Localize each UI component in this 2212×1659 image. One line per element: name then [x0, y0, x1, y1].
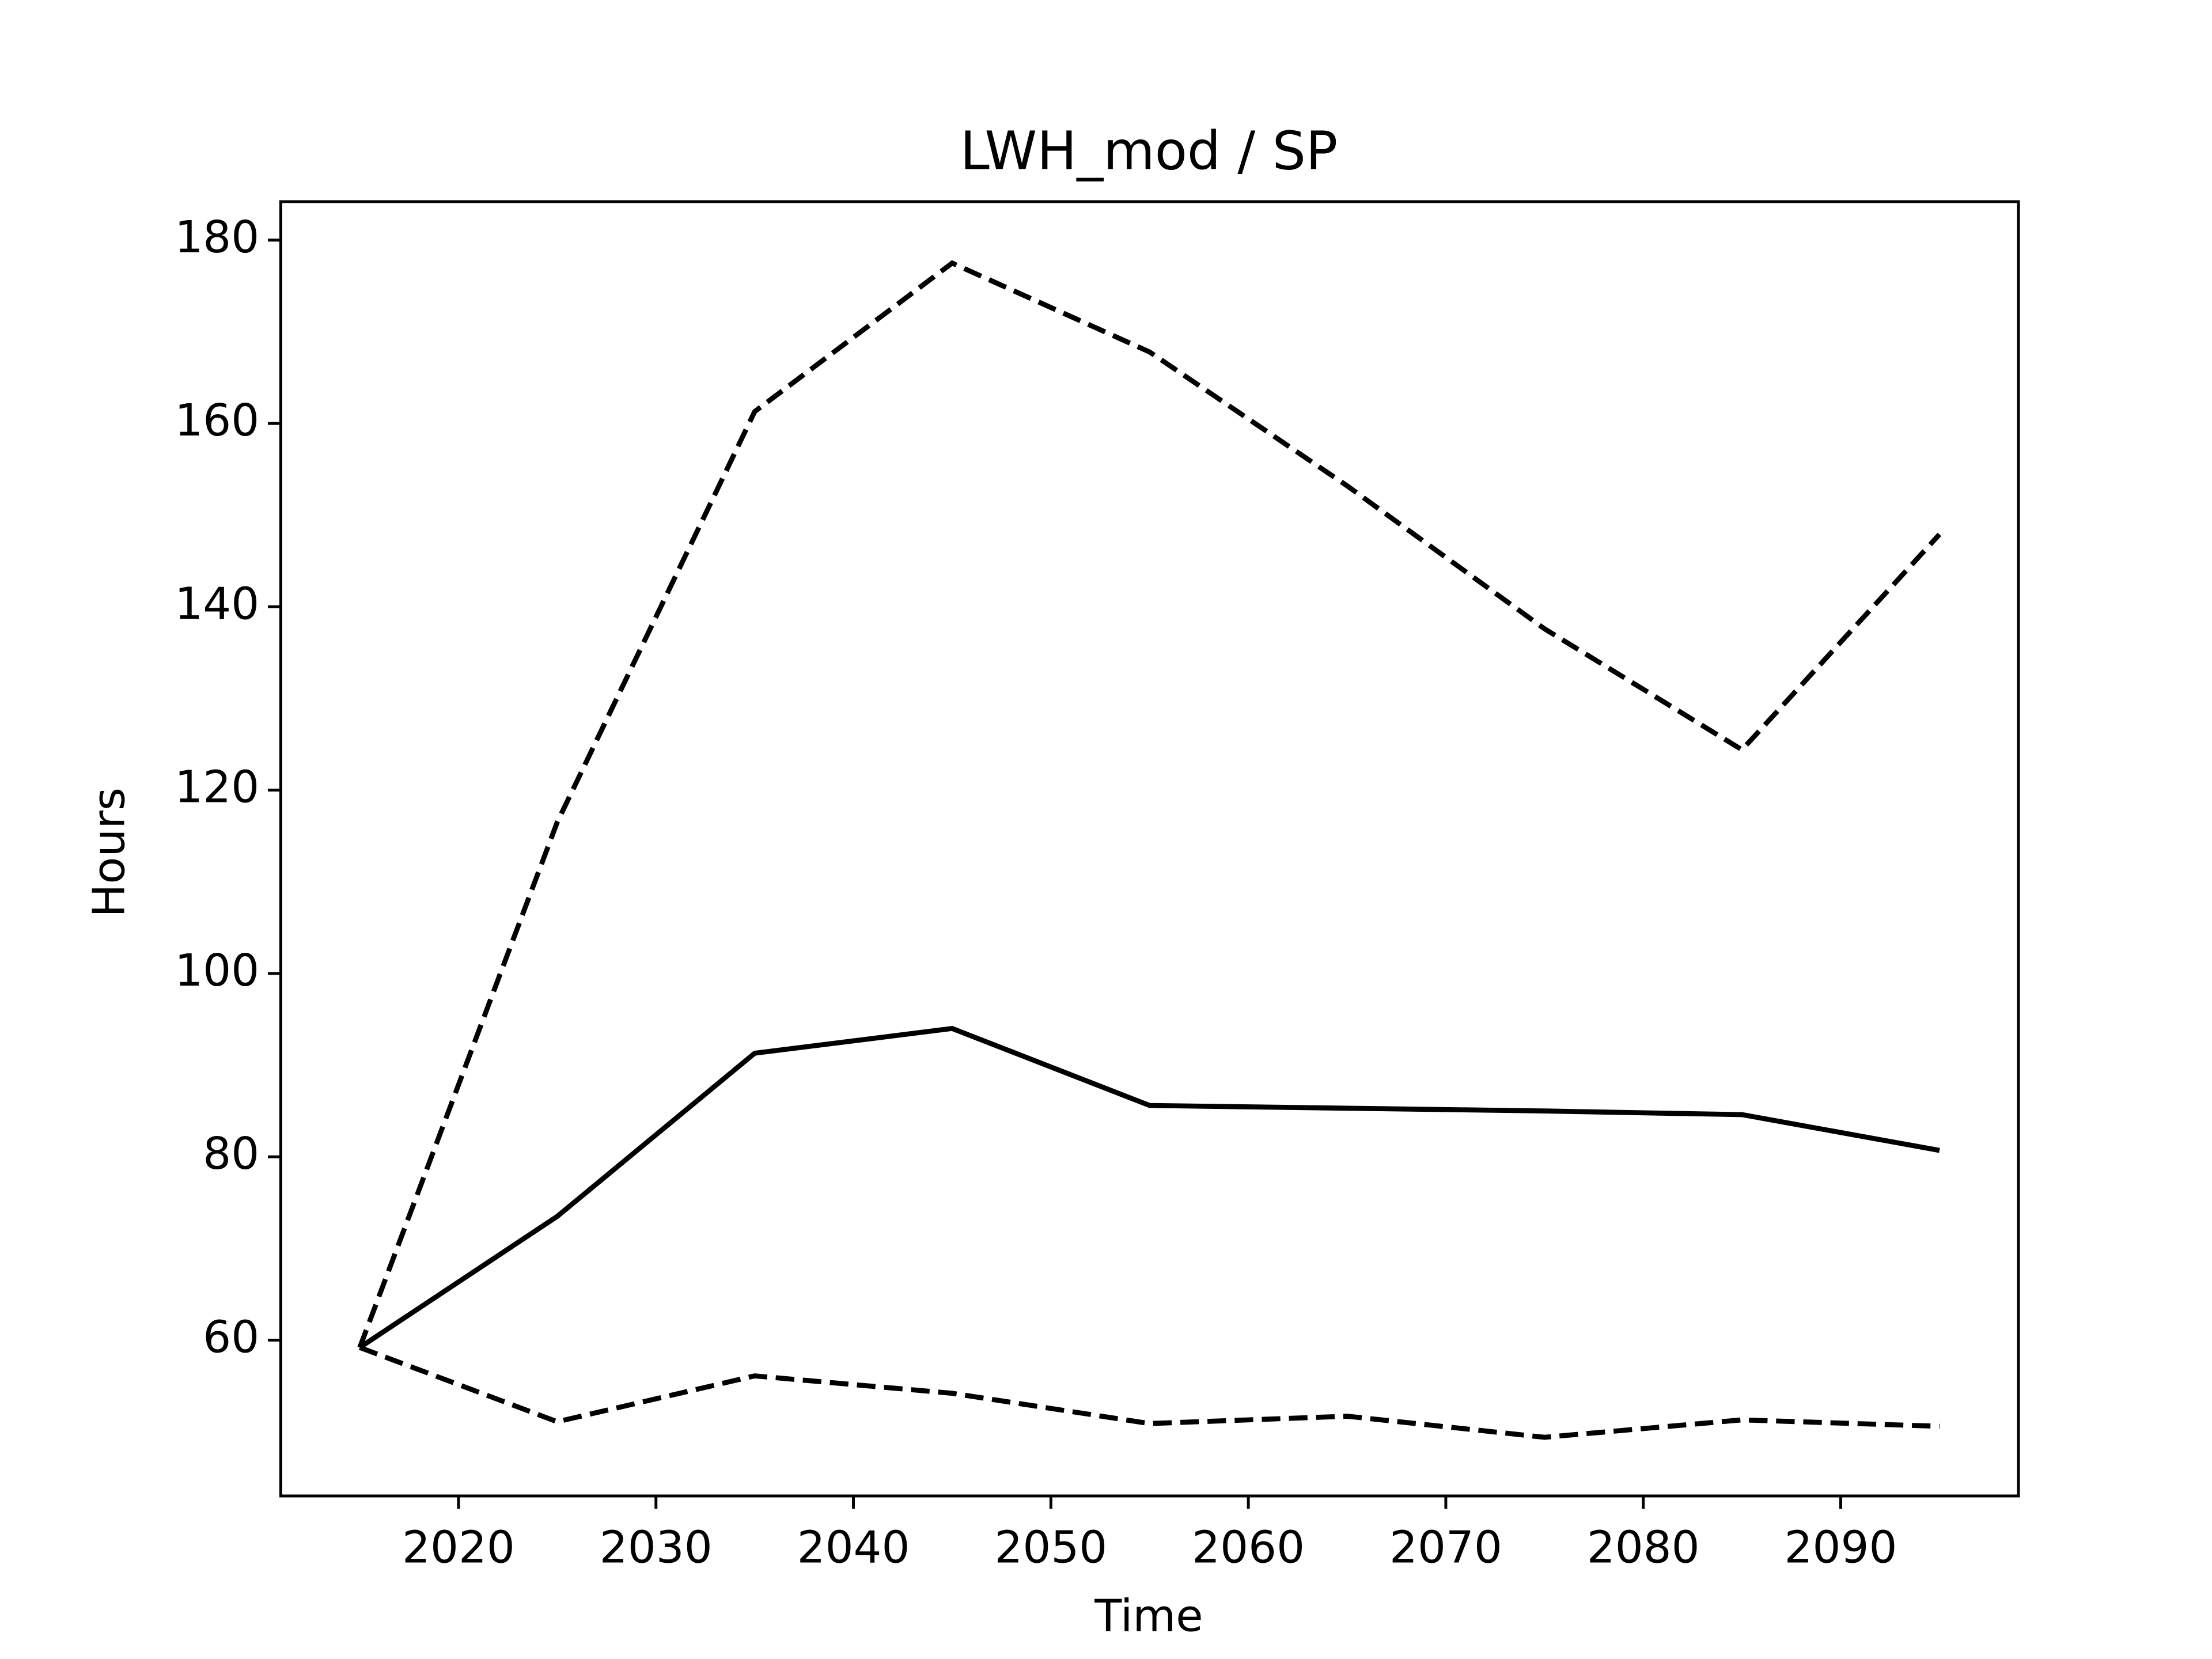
series-line — [358, 1025, 1940, 1350]
y-tick-label: 100 — [175, 945, 259, 997]
chart-title: LWH_mod / SP — [960, 120, 1338, 182]
x-tick-label: 2070 — [1389, 1522, 1502, 1573]
y-tick-label: 120 — [175, 762, 259, 813]
x-tick-label: 2020 — [402, 1522, 515, 1573]
x-tick-label: 2060 — [1192, 1522, 1305, 1573]
y-tick-label: 140 — [175, 578, 259, 630]
y-tick-label: 80 — [203, 1128, 259, 1180]
series-line — [359, 1345, 1940, 1440]
x-axis-label: Time — [1094, 1590, 1203, 1642]
y-tick-label: 180 — [175, 212, 259, 263]
x-tick-label: 2050 — [994, 1522, 1107, 1573]
x-tick-label: 2030 — [600, 1522, 713, 1573]
y-tick-label: 60 — [203, 1312, 259, 1363]
plot-frame — [279, 200, 2020, 1498]
y-tick-label: 160 — [175, 395, 259, 446]
x-tick-label: 2080 — [1587, 1522, 1700, 1573]
y-axis-label: Hours — [84, 787, 135, 917]
series-line — [357, 260, 1942, 1349]
x-tick-label: 2090 — [1785, 1522, 1897, 1573]
x-tick-label: 2040 — [797, 1522, 910, 1573]
